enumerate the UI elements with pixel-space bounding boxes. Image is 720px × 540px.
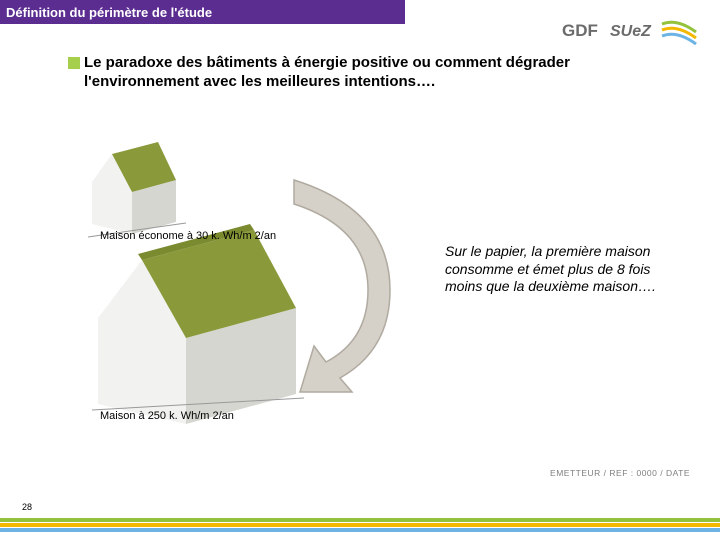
body-paragraph: Sur le papier, la première maison consom… — [445, 243, 660, 296]
footer-stripes — [0, 518, 720, 532]
title-bar: Définition du périmètre de l'étude — [0, 0, 405, 24]
logo-sub-text: SUeZ — [610, 23, 652, 40]
subtitle-text: Le paradoxe des bâtiments à énergie posi… — [84, 54, 628, 92]
brand-logo: GDF SUeZ — [562, 18, 702, 46]
curved-arrow-icon — [250, 170, 410, 410]
title-text: Définition du périmètre de l'étude — [6, 5, 212, 20]
big-house-caption: Maison à 250 k. Wh/m 2/an — [100, 410, 234, 422]
bullet-square-icon — [68, 57, 80, 69]
footer-reference: EMETTEUR / REF : 0000 / DATE — [550, 468, 690, 478]
subtitle-row: Le paradoxe des bâtiments à énergie posi… — [68, 54, 628, 92]
logo-brand-text: GDF — [562, 21, 598, 40]
page-number: 28 — [22, 502, 32, 512]
